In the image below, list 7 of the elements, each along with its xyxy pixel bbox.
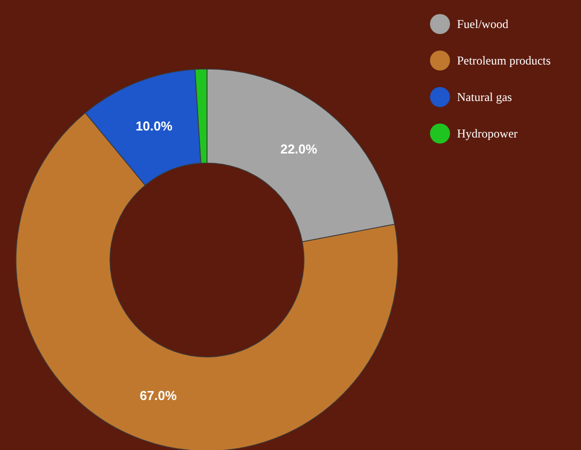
legend-label: Petroleum products [457,54,551,68]
legend-label: Natural gas [457,90,512,104]
data-label: 67.0% [140,388,178,404]
legend-label: Fuel/wood [457,17,508,32]
legend-label: Hydropower [457,126,518,141]
data-label: 10.0% [136,118,173,134]
data-label: 22.0% [280,142,318,157]
